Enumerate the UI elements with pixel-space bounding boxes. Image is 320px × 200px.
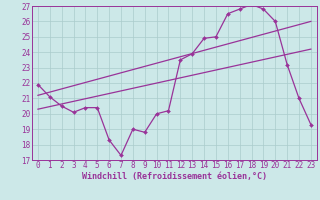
X-axis label: Windchill (Refroidissement éolien,°C): Windchill (Refroidissement éolien,°C) — [82, 172, 267, 181]
